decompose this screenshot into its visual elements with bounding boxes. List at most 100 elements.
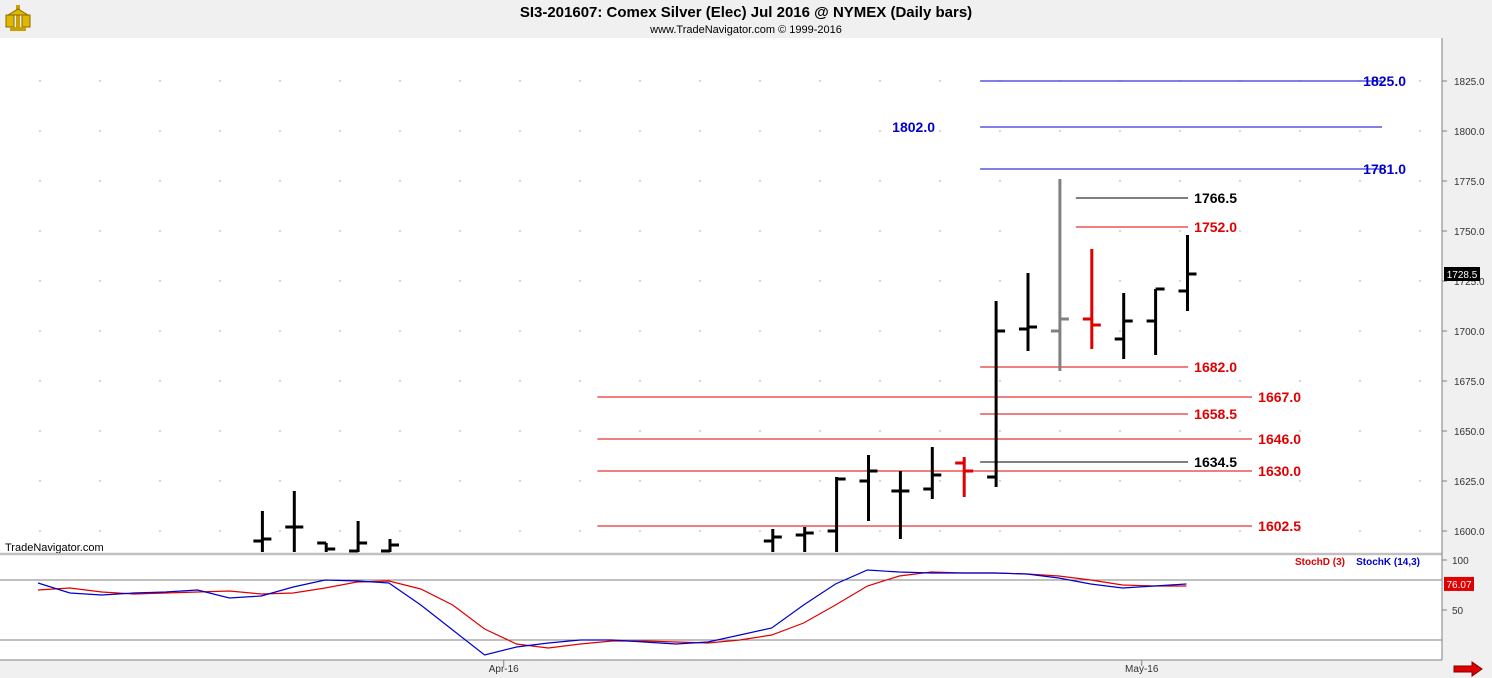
grid-dot	[399, 230, 401, 232]
y-tick-label: 1725.0	[1454, 277, 1485, 288]
grid-dot	[279, 530, 281, 532]
grid-dot	[879, 80, 881, 82]
date-axis: Apr-16 May-16	[489, 660, 1159, 675]
grid-dot	[579, 330, 581, 332]
grid-dot	[639, 380, 641, 382]
ohlc-bar	[253, 511, 272, 552]
watermark-text: TradeNavigator.com	[5, 542, 104, 554]
y-tick-label: 1675.0	[1454, 377, 1485, 388]
grid-dot	[339, 230, 341, 232]
grid-dot	[939, 380, 941, 382]
grid-dot	[159, 230, 161, 232]
ohlc-bar	[987, 301, 1006, 487]
grid-dot	[1239, 180, 1241, 182]
ohlc-bar	[763, 529, 782, 552]
grid-dot	[459, 530, 461, 532]
grid-dot	[699, 380, 701, 382]
grid-dot	[519, 280, 521, 282]
grid-dot	[399, 530, 401, 532]
grid-dot	[879, 430, 881, 432]
grid-dot	[1119, 280, 1121, 282]
grid-dot	[639, 530, 641, 532]
grid-dot	[519, 130, 521, 132]
grid-dot	[39, 380, 41, 382]
grid-dot	[939, 480, 941, 482]
grid-dot	[99, 80, 101, 82]
grid-dot	[1299, 280, 1301, 282]
grid-dot	[1299, 480, 1301, 482]
grid-dot	[159, 530, 161, 532]
grid-dot	[819, 180, 821, 182]
grid-dot	[1359, 280, 1361, 282]
grid-dot	[99, 230, 101, 232]
grid-dot	[1179, 430, 1181, 432]
y-tick-label: 1700.0	[1454, 327, 1485, 338]
grid-dot	[579, 80, 581, 82]
grid-dot	[999, 380, 1001, 382]
grid-dot	[279, 80, 281, 82]
grid-dot	[399, 480, 401, 482]
grid-dot	[1359, 230, 1361, 232]
grid-dot	[879, 530, 881, 532]
level-label: 1630.0	[1258, 463, 1301, 479]
grid-dot	[1239, 480, 1241, 482]
ohlc-bar	[1146, 287, 1165, 355]
grid-dot	[159, 330, 161, 332]
grid-dot	[1059, 380, 1061, 382]
grid-dot	[39, 430, 41, 432]
grid-dot	[279, 230, 281, 232]
grid-dot	[579, 280, 581, 282]
grid-dot	[159, 130, 161, 132]
grid-dot	[399, 280, 401, 282]
grid-dot	[159, 80, 161, 82]
grid-dot	[759, 430, 761, 432]
grid-dot	[519, 430, 521, 432]
grid-dot	[519, 480, 521, 482]
stochk-legend: StochK (14,3)	[1356, 557, 1420, 568]
grid-dot	[699, 130, 701, 132]
price-axis: 1825.0 1800.0 1775.0 1750.0 1725.0 1700.0 1675…	[1442, 77, 1485, 538]
grid-dot	[699, 480, 701, 482]
grid-dot	[1179, 380, 1181, 382]
grid-dot	[519, 230, 521, 232]
grid-dot	[1419, 230, 1421, 232]
grid-dot	[579, 230, 581, 232]
grid-dot	[879, 480, 881, 482]
scroll-right-arrow-icon[interactable]	[1453, 661, 1483, 677]
grid-dot	[1119, 230, 1121, 232]
grid-dot	[399, 430, 401, 432]
grid-dot	[699, 530, 701, 532]
grid-dot	[1179, 280, 1181, 282]
grid-dot	[999, 480, 1001, 482]
level-label: 1752.0	[1194, 219, 1237, 235]
x-tick-label: Apr-16	[489, 664, 519, 675]
grid-dot	[219, 330, 221, 332]
grid-dot	[1419, 480, 1421, 482]
grid-dot	[939, 530, 941, 532]
y-tick-label: 1600.0	[1454, 527, 1485, 538]
grid-dot	[699, 180, 701, 182]
level-label: 1781.0	[1363, 161, 1406, 177]
grid-dot	[279, 480, 281, 482]
grid-dot	[579, 180, 581, 182]
grid-dot	[759, 130, 761, 132]
grid-dot	[399, 380, 401, 382]
grid-dot	[219, 530, 221, 532]
ohlc-bar	[349, 521, 368, 553]
grid-dot	[1119, 430, 1121, 432]
grid-dot	[1179, 480, 1181, 482]
grid-dot	[579, 530, 581, 532]
grid-dot	[1299, 530, 1301, 532]
grid-dot	[1359, 380, 1361, 382]
grid-dot	[939, 230, 941, 232]
level-label: 1667.0	[1258, 389, 1301, 405]
grid-dot	[99, 130, 101, 132]
grid-dot	[819, 330, 821, 332]
grid-dot	[1239, 280, 1241, 282]
chart-subtitle: www.TradeNavigator.com © 1999-2016	[649, 24, 842, 36]
grid-dot	[1059, 480, 1061, 482]
grid-dot	[1419, 430, 1421, 432]
grid-dot	[1299, 380, 1301, 382]
grid-dot	[519, 530, 521, 532]
grid-dot	[519, 180, 521, 182]
